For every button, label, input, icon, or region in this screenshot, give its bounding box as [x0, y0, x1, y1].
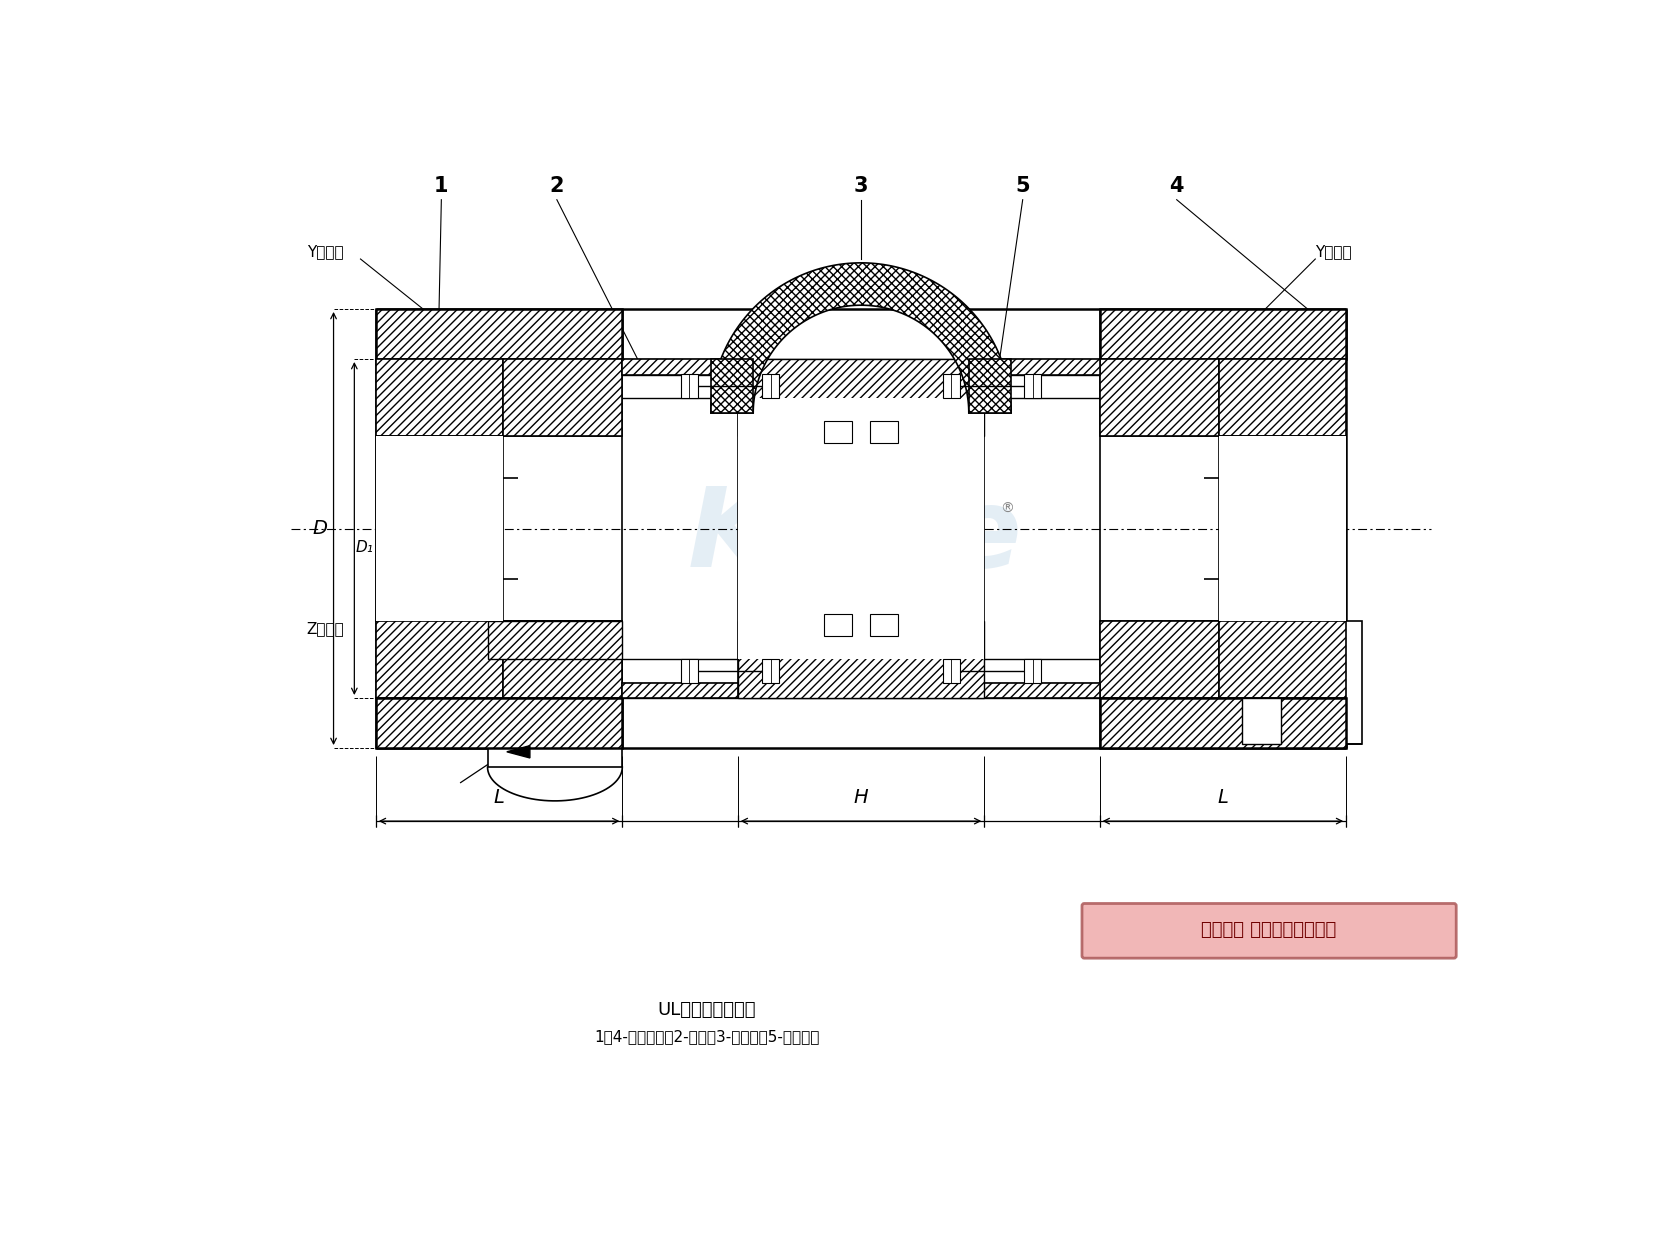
Polygon shape — [711, 359, 753, 413]
Polygon shape — [487, 621, 622, 767]
Text: d₁: d₁ — [403, 514, 417, 528]
Polygon shape — [870, 614, 899, 635]
Polygon shape — [825, 614, 852, 635]
Polygon shape — [942, 659, 959, 683]
Text: Y型轴孔: Y型轴孔 — [1315, 243, 1352, 258]
Polygon shape — [376, 436, 502, 621]
Polygon shape — [969, 359, 1011, 413]
Polygon shape — [507, 746, 529, 759]
Polygon shape — [711, 263, 1011, 413]
Polygon shape — [984, 683, 1100, 698]
Text: 1、4-半联轴器；2-螺栓；3-轮胎环；5-止退垫板: 1、4-半联轴器；2-螺栓；3-轮胎环；5-止退垫板 — [595, 1029, 820, 1045]
Polygon shape — [1203, 621, 1361, 745]
Polygon shape — [502, 359, 622, 436]
Polygon shape — [680, 374, 697, 398]
Text: D: D — [312, 519, 328, 538]
Polygon shape — [738, 436, 984, 621]
Polygon shape — [1025, 374, 1042, 398]
Polygon shape — [376, 359, 502, 436]
Polygon shape — [1220, 436, 1346, 621]
Text: 1:10: 1:10 — [538, 741, 571, 756]
Text: Ka: Ka — [689, 483, 848, 590]
Text: Y型轴孔: Y型轴孔 — [307, 243, 343, 258]
Text: d₂: d₂ — [1307, 522, 1322, 536]
Text: H: H — [853, 789, 869, 808]
Polygon shape — [738, 359, 984, 436]
Text: 3: 3 — [853, 176, 869, 195]
Polygon shape — [738, 398, 984, 659]
Polygon shape — [622, 683, 738, 698]
Polygon shape — [1025, 659, 1042, 683]
Polygon shape — [487, 621, 622, 659]
Text: D₁: D₁ — [356, 541, 373, 556]
Polygon shape — [1100, 359, 1220, 436]
Polygon shape — [502, 621, 622, 698]
Polygon shape — [376, 436, 502, 621]
Polygon shape — [680, 659, 697, 683]
Polygon shape — [376, 309, 622, 359]
Polygon shape — [376, 621, 502, 698]
FancyBboxPatch shape — [1082, 903, 1457, 958]
Text: UL型轮胎式联轴器: UL型轮胎式联轴器 — [659, 1000, 756, 1019]
Polygon shape — [1220, 359, 1346, 436]
Polygon shape — [763, 374, 780, 398]
Text: L: L — [494, 789, 504, 808]
Text: 2: 2 — [549, 176, 564, 195]
Polygon shape — [622, 359, 738, 374]
Polygon shape — [376, 698, 622, 748]
Polygon shape — [825, 421, 852, 444]
Text: ®: ® — [1000, 503, 1015, 517]
Text: 5: 5 — [1015, 176, 1030, 195]
Text: Kee: Kee — [791, 483, 1023, 590]
Polygon shape — [1220, 621, 1346, 698]
Text: L: L — [1218, 789, 1228, 808]
Polygon shape — [1100, 698, 1346, 748]
Text: d₂: d₂ — [422, 529, 437, 543]
Polygon shape — [984, 359, 1100, 374]
Polygon shape — [1100, 621, 1220, 698]
Polygon shape — [376, 479, 502, 578]
Text: Z型轴孔: Z型轴孔 — [307, 621, 344, 636]
Polygon shape — [738, 621, 984, 698]
Polygon shape — [870, 421, 899, 444]
Polygon shape — [1242, 698, 1280, 745]
Text: 1: 1 — [433, 176, 449, 195]
Text: 版权所有 侵权必被严厉追究: 版权所有 侵权必被严厉追究 — [1201, 921, 1337, 940]
Text: J₁型轴孔: J₁型轴孔 — [1277, 644, 1315, 659]
Polygon shape — [763, 659, 780, 683]
Text: 4: 4 — [1169, 176, 1184, 195]
Polygon shape — [942, 374, 959, 398]
Polygon shape — [1100, 309, 1346, 359]
Polygon shape — [1220, 436, 1346, 621]
